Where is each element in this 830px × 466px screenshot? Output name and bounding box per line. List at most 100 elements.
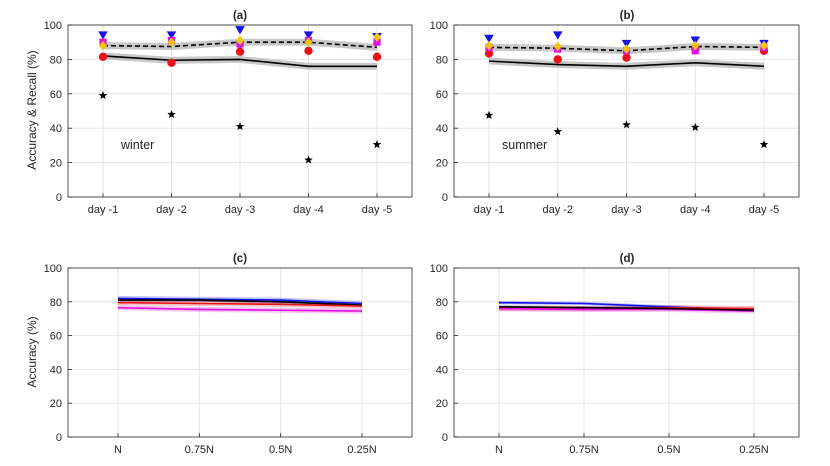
marker-blue-triangle: [621, 39, 632, 49]
marker-red-circle: [167, 58, 176, 68]
y-tick-label: 100: [44, 20, 62, 32]
y-axis-label-top: Accuracy & Recall (%): [25, 50, 39, 169]
series-line-magenta: [117, 306, 363, 312]
panel-b-title: (b): [620, 10, 635, 22]
x-tick-label: day -2: [542, 204, 573, 216]
series-line-black: [498, 306, 755, 312]
x-tick-label: 0.5N: [269, 444, 292, 456]
marker-blue-triangle: [484, 34, 494, 43]
series-line-accuracy: [102, 55, 377, 68]
x-tick-label: 0.75N: [569, 444, 598, 456]
panel-d-title: (d): [620, 253, 635, 265]
marker-star: [167, 109, 176, 119]
marker-star: [622, 120, 631, 129]
marker-red-circle: [98, 52, 108, 62]
x-tick-label: 0.25N: [347, 444, 376, 456]
marker-yellow-diamond: [373, 32, 381, 42]
marker-yellow-diamond: [236, 35, 244, 46]
marker-yellow-diamond: [167, 37, 176, 47]
y-tick-label: 40: [50, 123, 62, 135]
y-tick-label: 100: [430, 263, 448, 275]
y-tick-label: 0: [442, 432, 448, 444]
plot-area-b: 0 20 40 60 80 100 day -1 day -2 day -3 day -4 day …: [430, 20, 800, 216]
marker-red-circle: [622, 53, 631, 62]
axes-frame: [453, 267, 800, 438]
x-tick-label: day -5: [362, 204, 393, 216]
marker-blue-triangle: [552, 31, 563, 40]
plot-background: [454, 268, 799, 437]
plot-area-c: 0 20 40 60 80 100 N 0.75N 0.5N 0.25N: [44, 263, 413, 456]
y-tick-label: 40: [436, 123, 448, 135]
marker-blue-triangle: [166, 31, 177, 40]
x-tick-label: day -4: [293, 204, 324, 216]
y-tick-label: 80: [436, 54, 448, 66]
y-tick-label: 0: [442, 192, 448, 204]
marker-blue-triangle: [235, 26, 245, 35]
y-tick-label: 80: [50, 297, 62, 309]
panel-a: 0 20 40 60 80 100 day -1 day -2 day -3 day -4 day …: [44, 10, 413, 216]
marker-yellow-diamond: [760, 40, 768, 51]
marker-red-circle: [372, 52, 382, 62]
marker-blue-triangle: [303, 31, 314, 40]
x-tick-label: day -2: [156, 204, 187, 216]
x-tick-label: 0.25N: [739, 444, 768, 456]
panel-c: 0 20 40 60 80 100 N 0.75N 0.5N 0.25N (c): [44, 253, 413, 456]
series-line-red: [117, 301, 363, 307]
y-tick-label: 40: [436, 364, 448, 376]
y-tick-label: 0: [56, 432, 62, 444]
y-tick-label: 20: [50, 398, 62, 410]
series-line-black: [118, 299, 363, 306]
plot-background: [68, 268, 412, 437]
marker-yellow-diamond: [304, 37, 313, 47]
marker-red-circle: [304, 46, 313, 55]
y-tick-label: 20: [436, 158, 448, 170]
marker-star: [235, 121, 245, 131]
marker-star: [372, 140, 382, 149]
x-tick-label: day -3: [225, 204, 256, 216]
plot-area-a: 0 20 40 60 80 100 day -1 day -2 day -3 day -4 day …: [44, 20, 413, 216]
marker-star: [759, 140, 769, 149]
marker-blue-triangle: [98, 31, 108, 40]
series-band-accuracy: [103, 52, 377, 70]
marker-yellow-diamond: [691, 40, 700, 51]
plot-area-d: 0 20 40 60 80 100 N 0.75N 0.5N 0.25N: [430, 263, 800, 456]
x-tick-label: day -5: [749, 204, 780, 216]
y-tick-label: 0: [56, 192, 62, 204]
panel-b-annotation: summer: [502, 138, 547, 152]
x-tick-label: 0.5N: [657, 444, 680, 456]
marker-yellow-diamond: [622, 44, 631, 54]
panel-b: 0 20 40 60 80 100 day -1 day -2 day -3 day -4 day …: [430, 10, 800, 216]
marker-star: [98, 91, 108, 100]
marker-yellow-diamond: [485, 40, 493, 51]
panel-c-title: (c): [233, 253, 247, 265]
y-tick-label: 60: [50, 331, 62, 343]
marker-star: [553, 127, 563, 136]
marker-blue-triangle: [690, 36, 701, 45]
y-tick-label: 60: [50, 89, 62, 101]
y-tick-label: 100: [44, 263, 62, 275]
axes-frame: [67, 267, 413, 438]
y-tick-label: 40: [50, 364, 62, 376]
y-tick-label: 60: [436, 331, 448, 343]
marker-star: [304, 155, 313, 164]
series-line-accuracy: [488, 60, 765, 68]
marker-red-circle: [484, 49, 494, 58]
marker-star: [484, 110, 494, 119]
x-tick-label: day -4: [680, 204, 711, 216]
y-tick-label: 100: [430, 20, 448, 32]
marker-magenta-square: [373, 38, 381, 46]
x-tick-label: 0.75N: [185, 444, 214, 456]
panel-a-annotation: winter: [120, 138, 154, 152]
x-tick-label: N: [495, 444, 503, 456]
series-line-magenta: [498, 307, 755, 312]
y-tick-label: 20: [50, 158, 62, 170]
series-line-blue: [117, 297, 363, 305]
series-band-accuracy: [489, 57, 764, 70]
marker-red-circle: [235, 47, 245, 56]
y-tick-label: 20: [436, 398, 448, 410]
y-tick-label: 80: [50, 54, 62, 66]
marker-magenta-square: [691, 47, 699, 55]
y-tick-label: 60: [436, 89, 448, 101]
y-axis-label-bottom: Accuracy (%): [25, 316, 39, 387]
